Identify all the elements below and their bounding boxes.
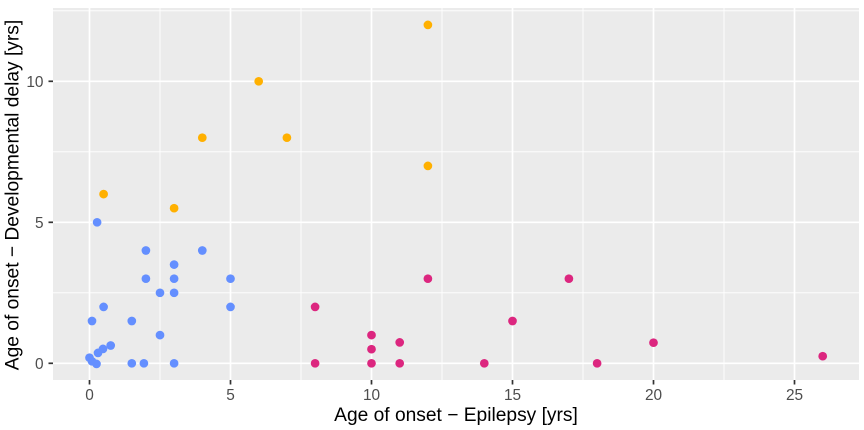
svg-text:5: 5 [35,215,44,232]
svg-text:Age of onset − Epilepsy [yrs]: Age of onset − Epilepsy [yrs] [334,405,578,426]
svg-text:10: 10 [26,74,43,91]
svg-text:15: 15 [504,387,521,404]
svg-text:10: 10 [363,387,380,404]
svg-text:Age of onset − Developmental d: Age of onset − Developmental delay [yrs] [2,20,23,370]
svg-text:20: 20 [645,387,662,404]
svg-text:5: 5 [226,387,235,404]
svg-text:0: 0 [85,387,94,404]
svg-text:0: 0 [35,356,44,373]
svg-text:25: 25 [786,387,803,404]
